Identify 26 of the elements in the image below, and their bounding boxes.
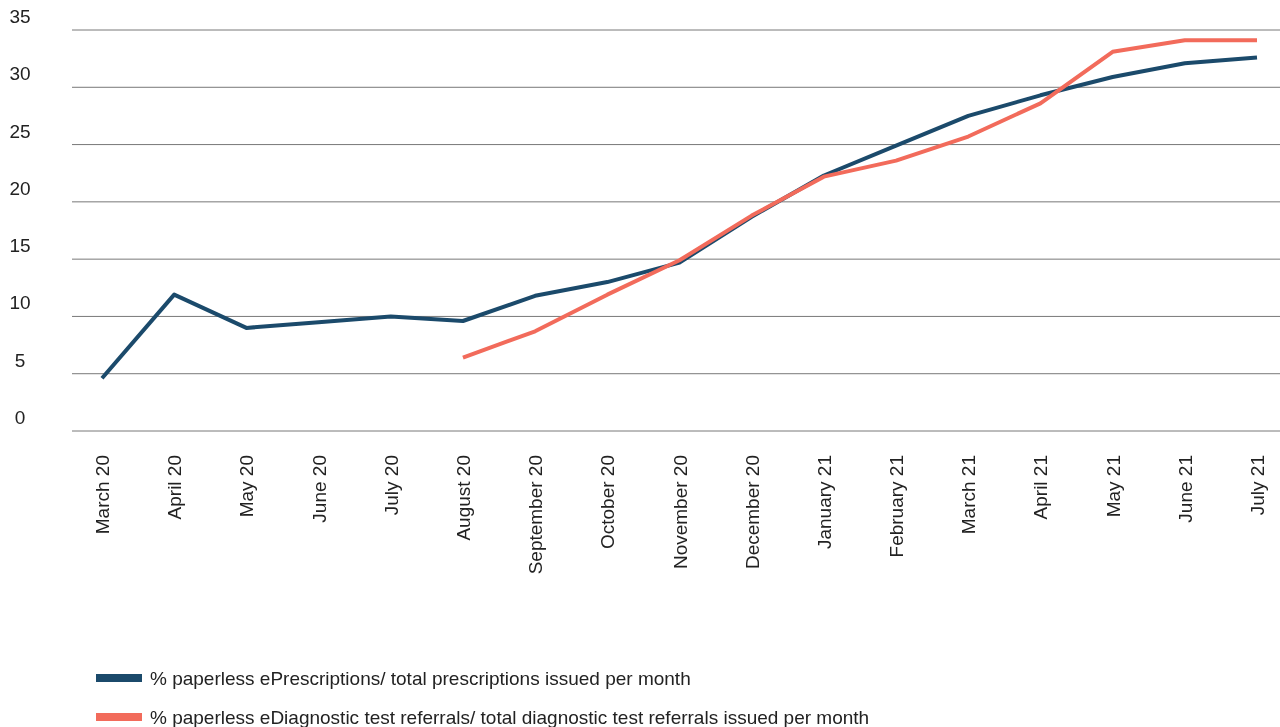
x-tick-label: April 21 bbox=[1030, 455, 1052, 520]
x-tick-label: June 20 bbox=[308, 455, 330, 523]
x-tick-label: October 20 bbox=[597, 455, 619, 549]
y-tick-label: 0 bbox=[14, 407, 26, 428]
y-tick-label: 35 bbox=[9, 6, 31, 27]
x-tick-label: July 20 bbox=[380, 455, 402, 516]
y-tick-label: 15 bbox=[9, 235, 31, 257]
x-tick-label: March 21 bbox=[958, 455, 980, 535]
x-tick-label: May 21 bbox=[1102, 455, 1124, 518]
x-tick-label: February 21 bbox=[886, 455, 908, 558]
y-tick-label: 20 bbox=[9, 177, 31, 199]
y-tick-label: 30 bbox=[9, 63, 31, 85]
x-tick-label: March 20 bbox=[92, 455, 113, 535]
x-tick-label: April 20 bbox=[164, 455, 186, 520]
x-tick-label: June 21 bbox=[1174, 455, 1196, 523]
x-tick-label: September 20 bbox=[525, 455, 547, 575]
x-tick-label: August 20 bbox=[452, 455, 474, 541]
y-tick-label: 25 bbox=[9, 120, 31, 142]
x-tick-label: December 20 bbox=[741, 455, 763, 570]
x-tick-label: July 21 bbox=[1247, 455, 1268, 516]
x-tick-label: November 20 bbox=[669, 455, 691, 570]
legend-label: % paperless ePrescriptions/ total prescriptions issued per month bbox=[150, 668, 691, 689]
x-tick-label: May 20 bbox=[236, 455, 258, 518]
y-tick-label: 10 bbox=[9, 292, 31, 314]
y-tick-label: 5 bbox=[14, 349, 26, 371]
x-tick-label: January 21 bbox=[813, 455, 835, 550]
